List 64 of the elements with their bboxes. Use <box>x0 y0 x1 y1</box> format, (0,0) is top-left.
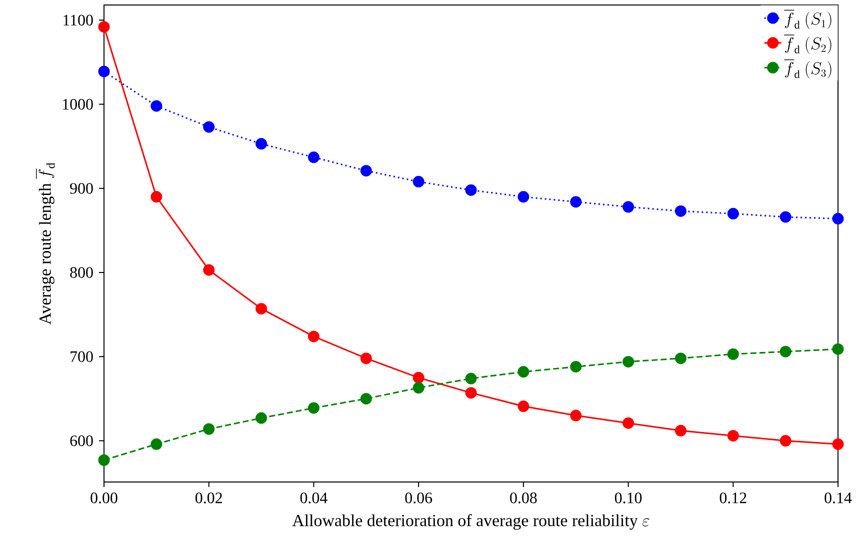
point <box>203 121 215 133</box>
point <box>727 208 739 220</box>
point <box>832 343 844 355</box>
point <box>622 201 634 213</box>
x-tick-label: 0.08 <box>510 492 537 504</box>
x-axis-title: $\text{Allowable deterioration of average route reliability }\varepsilon$ <box>292 514 650 530</box>
x-tick-label: 0.10 <box>614 492 642 504</box>
point <box>727 430 739 442</box>
x-tick-label: 0.14 <box>824 492 852 504</box>
point <box>98 454 110 466</box>
point <box>570 410 582 422</box>
x-tick-label: 0.02 <box>196 492 222 504</box>
point <box>674 352 686 364</box>
point <box>780 346 792 358</box>
legend-label: $\overline{f}_{\mathrm{d}}\ (S_1)$ <box>784 10 832 29</box>
point <box>780 211 792 223</box>
y-tick-label: 1100 <box>64 14 93 26</box>
point <box>412 382 424 394</box>
point <box>203 264 215 276</box>
legend-label: $\overline{f}_{\mathrm{d}}\ (S_2)$ <box>784 34 832 54</box>
point <box>360 392 372 404</box>
x-tick-label: 0.06 <box>405 492 432 504</box>
point <box>518 366 530 378</box>
y-tick-label: 600 <box>70 435 93 446</box>
point <box>150 438 162 450</box>
point <box>412 176 424 188</box>
point <box>150 100 162 112</box>
x-tick-label: 0.04 <box>300 492 328 504</box>
y-tick-label: 1000 <box>63 98 93 110</box>
point <box>518 400 530 412</box>
point <box>727 348 739 360</box>
point <box>832 212 844 224</box>
y-tick-label: 800 <box>70 267 93 278</box>
y-tick-label: 700 <box>70 351 93 362</box>
point <box>465 387 477 399</box>
point <box>360 164 372 176</box>
point <box>570 196 582 208</box>
x-tick-label: 0.12 <box>720 492 746 504</box>
point <box>360 352 372 364</box>
point <box>674 205 686 217</box>
point <box>256 302 268 314</box>
point <box>832 438 844 450</box>
point <box>674 424 686 436</box>
point <box>622 356 634 368</box>
point <box>308 402 320 414</box>
point <box>412 372 424 384</box>
point <box>98 21 110 33</box>
point <box>780 435 792 447</box>
legend-label: $\overline{f}_{\mathrm{d}}\ (S_3)$ <box>784 60 832 78</box>
point <box>465 184 477 196</box>
point <box>256 138 268 150</box>
point <box>518 191 530 203</box>
y-tick-label: 900 <box>70 183 93 194</box>
point <box>150 191 162 203</box>
point <box>256 412 268 424</box>
x-tick-label: 0.00 <box>90 492 118 504</box>
point <box>203 423 215 435</box>
point <box>570 360 582 372</box>
point <box>308 330 320 342</box>
point <box>465 372 477 384</box>
y-axis-title: $\text{Average route length }\overline{f}_{\mathrm{d}}$ <box>36 162 55 325</box>
point <box>98 66 110 78</box>
point <box>308 152 320 164</box>
point <box>622 417 634 429</box>
